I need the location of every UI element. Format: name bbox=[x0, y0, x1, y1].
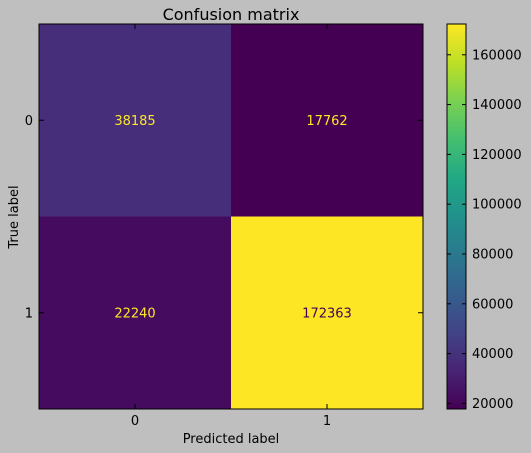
heatmap-cell-0-1 bbox=[231, 24, 423, 217]
colorbar-tick-label-2: 60000 bbox=[472, 297, 513, 312]
heatmap-cell-1-0 bbox=[39, 216, 231, 409]
colorbar-ticks: 20000 40000 60000 80000 100000 120000 140000 16… bbox=[447, 48, 522, 412]
x-tick-label-0: 0 bbox=[131, 414, 139, 429]
colorbar-tick-label-4: 100000 bbox=[472, 198, 522, 213]
heatmap-cells: 38185 17762 22240 172363 bbox=[39, 24, 423, 409]
heatmap-cell-0-0 bbox=[39, 24, 231, 217]
colorbar-tick-label-1: 40000 bbox=[472, 347, 513, 362]
colorbar-tick-label-3: 80000 bbox=[472, 248, 513, 263]
heatmap-cell-1-1 bbox=[231, 216, 423, 409]
cell-value-label-0-1: 17762 bbox=[306, 114, 347, 129]
axis-ticks: 0 1 0 1 bbox=[25, 24, 423, 429]
x-axis-label: Predicted label bbox=[183, 432, 280, 447]
colorbar-tick-label-6: 140000 bbox=[472, 98, 522, 113]
y-tick-label-1: 1 bbox=[25, 306, 33, 321]
y-axis-label: True label bbox=[7, 185, 22, 249]
chart-title: Confusion matrix bbox=[163, 5, 300, 24]
x-tick-label-1: 1 bbox=[323, 414, 331, 429]
plot-frame bbox=[38, 23, 424, 410]
colorbar-tick-label-0: 20000 bbox=[472, 397, 513, 412]
colorbar bbox=[446, 23, 467, 410]
y-tick-label-0: 0 bbox=[25, 114, 33, 129]
cell-value-label-1-0: 22240 bbox=[114, 306, 155, 321]
colorbar-tick-label-5: 120000 bbox=[472, 148, 522, 163]
cell-value-label-0-0: 38185 bbox=[114, 114, 155, 129]
cell-value-label-1-1: 172363 bbox=[302, 306, 352, 321]
colorbar-tick-label-7: 160000 bbox=[472, 48, 522, 63]
